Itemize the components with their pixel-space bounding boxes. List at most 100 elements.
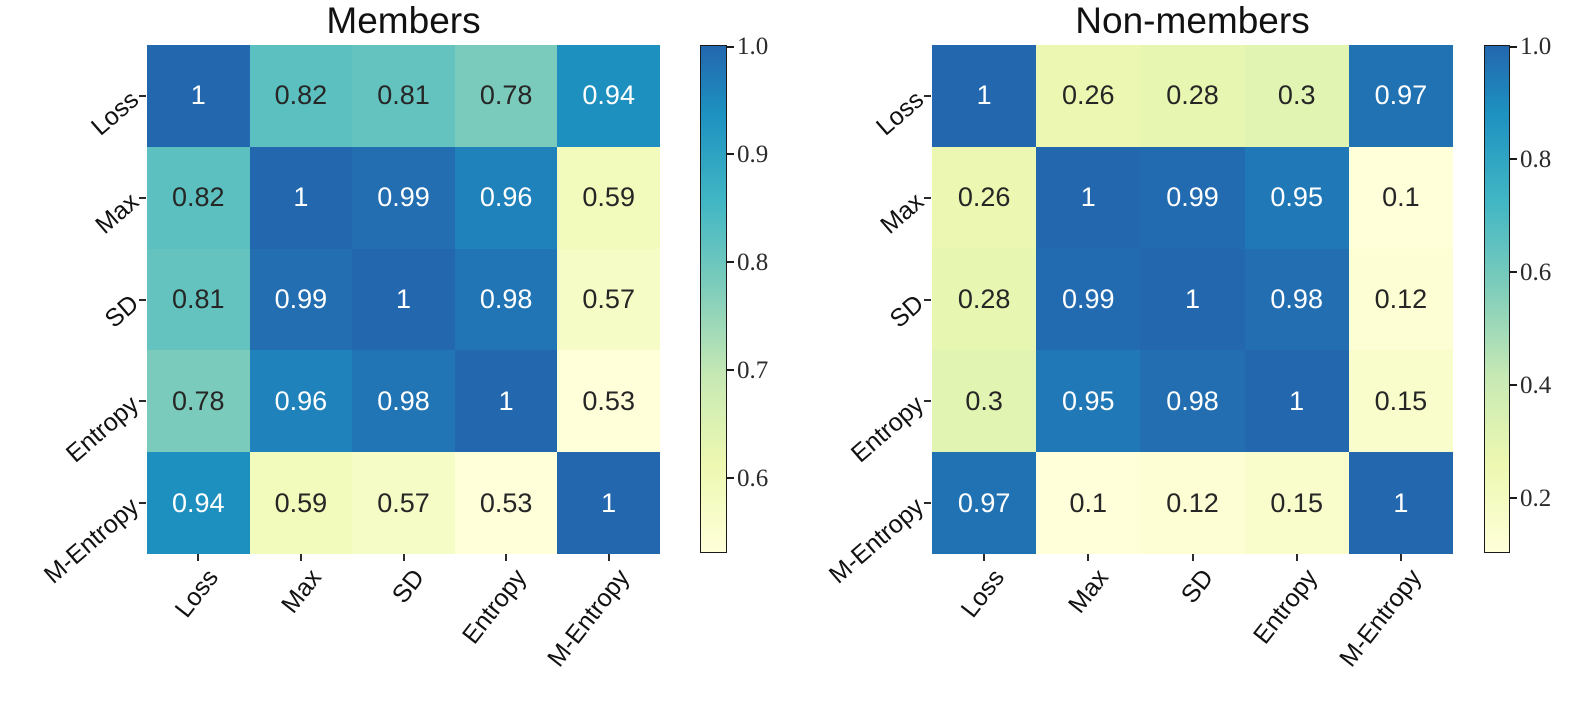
x-axis-label-m-entropy: M-Entropy: [1333, 564, 1427, 673]
heatmap-cell: 1: [1348, 452, 1453, 554]
heatmap-cell: 0.59: [557, 146, 660, 249]
heatmap-cell: 0.78: [454, 45, 558, 147]
heatmap-cell: 0.12: [1140, 452, 1245, 554]
colorbar-tick-mark: [1509, 46, 1517, 48]
heatmap-cell: 0.99: [249, 248, 353, 351]
x-tick-mark: [607, 554, 610, 561]
x-tick-mark: [402, 554, 405, 561]
heatmap-cell: 0.26: [932, 146, 1037, 249]
heatmap-cell: 1: [249, 146, 353, 249]
y-tick-mark: [924, 298, 931, 301]
heatmap-cell: 0.99: [1140, 146, 1245, 249]
colorbar-tick-label: 0.8: [1520, 145, 1552, 173]
chart-title-non-members: Non-members: [1075, 0, 1310, 41]
heatmap-cell: 0.57: [352, 452, 455, 554]
heatmap-cell: 0.81: [147, 248, 250, 351]
x-tick-mark: [1399, 554, 1402, 561]
colorbar-tick-mark: [726, 369, 734, 372]
colorbar-members: 1.0 0.9 0.8 0.7 0.6: [700, 33, 768, 553]
x-tick-mark: [1191, 554, 1194, 561]
heatmap-cell: 0.98: [454, 248, 558, 351]
heatmap-cell: 0.3: [932, 350, 1037, 453]
y-tick-mark: [139, 400, 146, 403]
heatmap-cell: 0.53: [557, 350, 660, 453]
colorbar-tick-label: 0.8: [737, 249, 769, 277]
heatmap-cell: 0.99: [1036, 248, 1141, 351]
colorbar-tick-mark: [726, 477, 734, 480]
heatmap-cell: 0.3: [1244, 45, 1349, 147]
colorbar-tick-mark: [1509, 157, 1517, 160]
x-tick-mark: [505, 554, 508, 561]
x-tick-mark: [197, 554, 200, 561]
heatmap-cell: 0.82: [249, 45, 353, 147]
heatmap-cell: 1: [932, 45, 1037, 147]
y-tick-mark: [139, 502, 146, 505]
heatmap-cell: 0.98: [1140, 350, 1245, 453]
heatmap-cell: 0.97: [1348, 45, 1453, 147]
heatmap-cell: 0.28: [1140, 45, 1245, 147]
heatmap-cell: 0.82: [147, 146, 250, 249]
heatmap-cell: 1: [147, 45, 250, 147]
y-tick-mark: [924, 400, 931, 403]
colorbar-tick-mark: [726, 153, 734, 156]
y-tick-mark: [139, 298, 146, 301]
x-tick-mark: [1087, 554, 1090, 561]
y-tick-mark: [139, 196, 146, 199]
heatmap-cell: 1: [352, 248, 455, 351]
colorbar-tick-label: 0.7: [737, 357, 769, 385]
heatmap-cell: 0.1: [1348, 146, 1453, 249]
heatmap-cell: 1: [454, 350, 558, 453]
colorbar-tick-label: 0.9: [737, 141, 769, 169]
heatmap-cell: 1: [1036, 146, 1141, 249]
colorbar-tick-mark: [726, 261, 734, 264]
colorbar-tick-label: 0.2: [1520, 484, 1552, 512]
colorbar-tick-mark: [1509, 383, 1517, 386]
panel-members: Members 1 0.82 0.81 0.78 0.94 0.82 1 0.99 0.96 0.…: [39, 1, 768, 672]
heatmap-cell: 0.15: [1244, 452, 1349, 554]
heatmap-cell: 0.15: [1348, 350, 1453, 453]
chart-title-members: Members: [326, 0, 481, 41]
heatmap-cell: 0.81: [352, 45, 455, 147]
heatmap-cell: 0.94: [147, 452, 250, 554]
heatmap-cell: 0.96: [249, 350, 353, 453]
heatmap-cell: 1: [1140, 248, 1245, 351]
x-tick-mark: [983, 554, 986, 561]
colorbar-tick-label: 1.0: [737, 33, 769, 60]
x-tick-mark: [299, 554, 302, 561]
colorbar-tick-mark: [1509, 270, 1517, 273]
y-tick-mark: [139, 94, 146, 97]
colorbar-tick-mark: [726, 46, 734, 48]
y-tick-mark: [924, 94, 931, 97]
heatmap-cell: 1: [1244, 350, 1349, 453]
x-tick-mark: [1295, 554, 1298, 561]
heatmap-cell: 0.12: [1348, 248, 1453, 351]
heatmap-cell: 0.97: [932, 452, 1037, 554]
heatmap-cell: 0.26: [1036, 45, 1141, 147]
heatmap-members: 1 0.82 0.81 0.78 0.94 0.82 1 0.99 0.96 0.59 0.81 0.…: [147, 45, 660, 554]
heatmap-cell: 0.94: [557, 45, 660, 147]
heatmap-cell: 0.99: [352, 146, 455, 249]
colorbar-tick-mark: [1509, 496, 1517, 499]
panel-non-members: Non-members 1 0.26 0.28 0.3 0.97 0.26 1 0.99 0.9…: [824, 1, 1551, 672]
colorbar-tick-label: 0.6: [1520, 258, 1552, 286]
heatmap-cell: 0.28: [932, 248, 1037, 351]
y-tick-mark: [924, 502, 931, 505]
colorbar-tick-label: 0.4: [1520, 371, 1552, 399]
heatmap-cell: 0.1: [1036, 452, 1141, 554]
heatmap-non-members: 1 0.26 0.28 0.3 0.97 0.26 1 0.99 0.95 0.1 0.28 0.99…: [932, 45, 1453, 554]
heatmap-cell: 0.78: [147, 350, 250, 453]
heatmap-cell: 0.96: [454, 146, 558, 249]
colorbar-non-members: 1.0 0.8 0.6 0.4 0.2: [1484, 33, 1551, 553]
heatmap-cell: 0.98: [1244, 248, 1349, 351]
colorbar-tick-label: 0.6: [737, 465, 769, 493]
colorbar-tick-label: 1.0: [1520, 33, 1552, 60]
heatmap-cell: 0.59: [249, 452, 353, 554]
heatmap-cell: 0.53: [454, 452, 558, 554]
heatmap-cell: 0.95: [1244, 146, 1349, 249]
heatmap-cell: 0.57: [557, 248, 660, 351]
y-tick-mark: [924, 196, 931, 199]
heatmap-cell: 0.98: [352, 350, 455, 453]
heatmap-cell: 0.95: [1036, 350, 1141, 453]
heatmap-cell: 1: [557, 452, 660, 554]
